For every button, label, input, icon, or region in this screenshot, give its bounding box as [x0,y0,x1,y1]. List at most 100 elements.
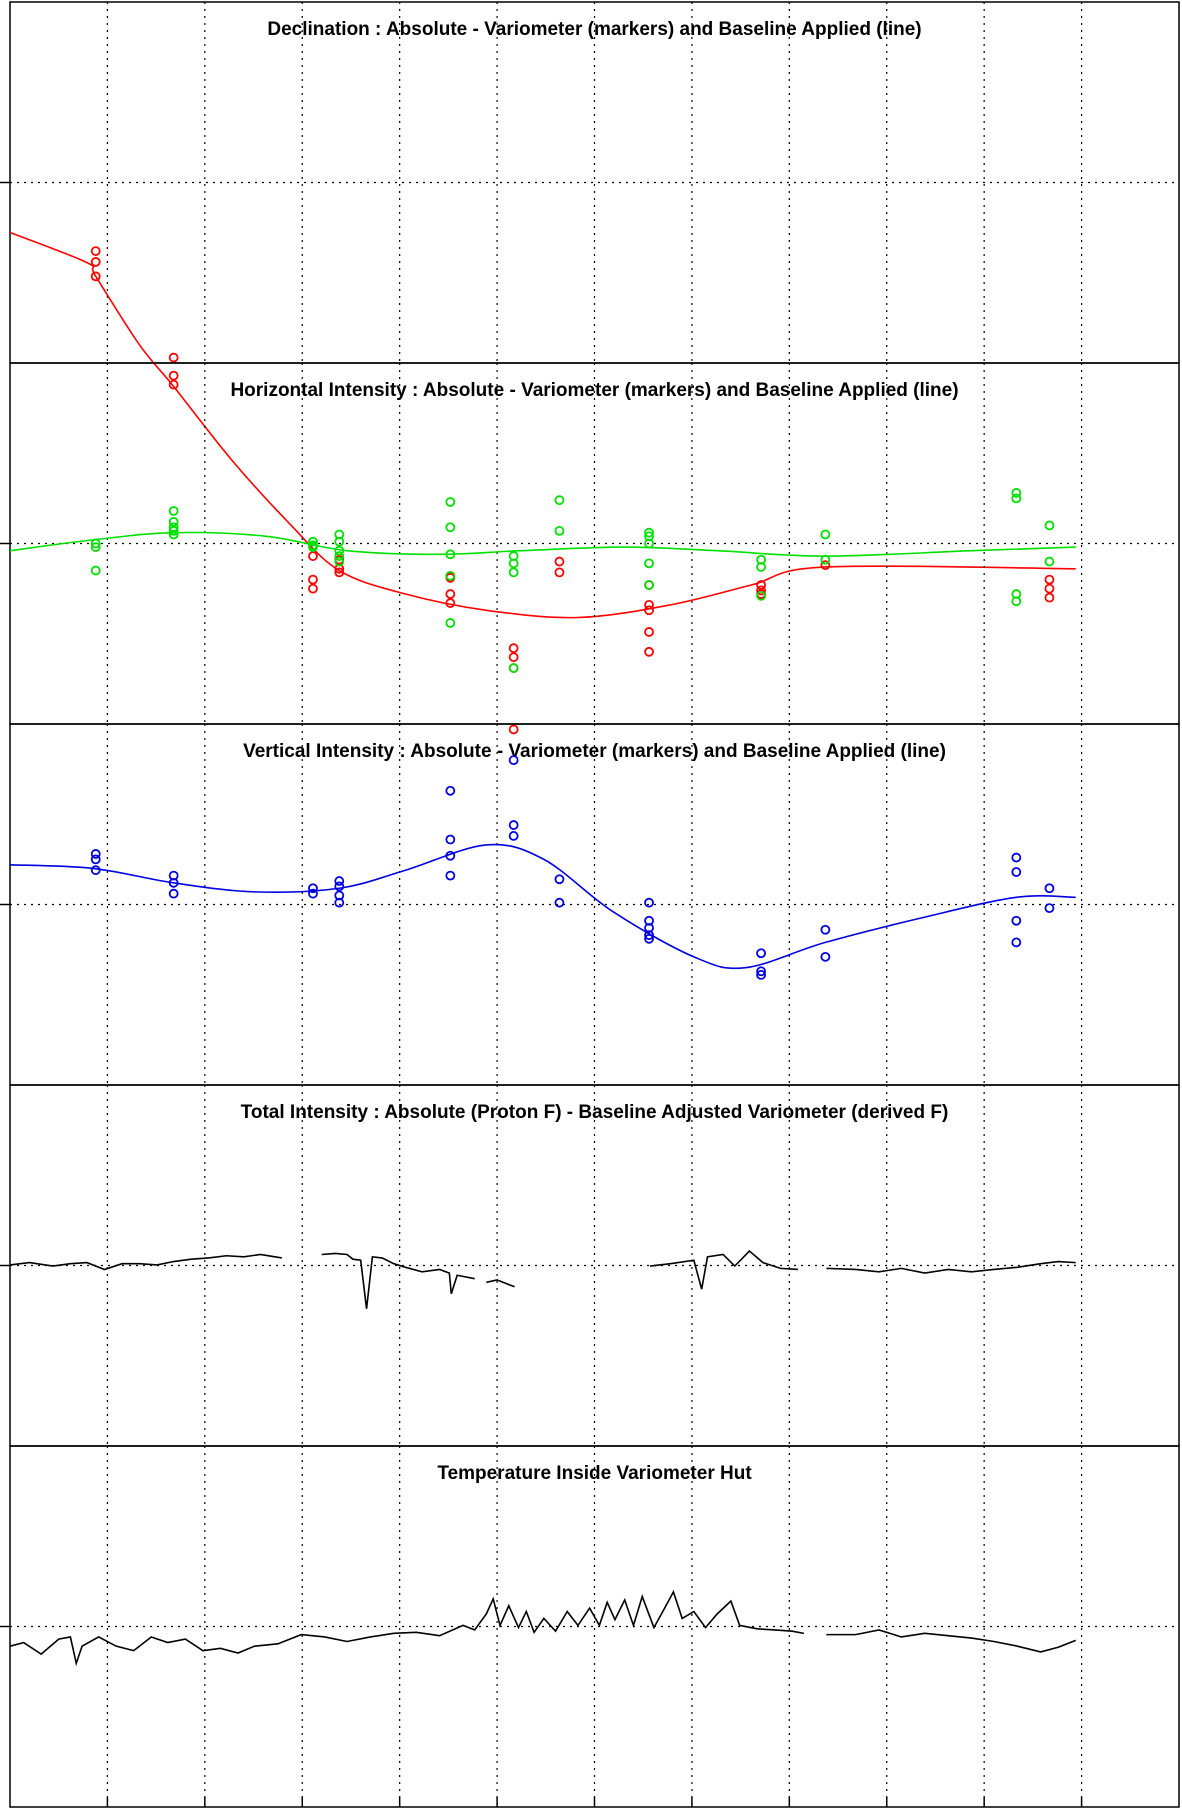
panel-title: Temperature Inside Variometer Hut [437,1463,752,1484]
marker [508,567,519,578]
marker [1011,493,1022,504]
marker [445,785,456,796]
series-line [9,843,1076,970]
marker [445,870,456,881]
marker [1044,883,1055,894]
series-line [826,1629,1077,1653]
marker [445,522,456,533]
marker [334,897,345,908]
series-line [9,231,1076,619]
marker [308,551,318,562]
marker [90,246,101,256]
marker [308,883,318,894]
marker [820,560,831,571]
marker [308,583,318,594]
marker [1044,520,1055,531]
marker [168,529,179,540]
marker [90,854,101,865]
marker [756,585,766,596]
marker [334,551,345,562]
marker [90,865,101,876]
marker [168,516,179,527]
marker [756,966,766,977]
marker [820,554,831,565]
marker [445,589,456,599]
marker [308,542,318,553]
marker [308,574,318,585]
marker [508,643,519,654]
marker [445,571,456,581]
marker [644,897,654,908]
series-line [9,531,1076,557]
marker [1011,596,1022,607]
marker [644,558,654,569]
marker [508,755,519,765]
marker [1011,915,1022,926]
marker [644,605,654,616]
marker [334,536,345,547]
panel-title: Declination : Absolute - Variometer (mar… [267,19,921,40]
marker [168,506,179,516]
marker [756,590,766,601]
marker [508,558,519,569]
marker [756,580,766,590]
marker [644,580,654,590]
marker [334,556,345,567]
series-line [9,1253,282,1271]
marker [445,618,456,628]
marker [1044,556,1055,567]
marker [508,652,519,663]
marker [1011,867,1022,877]
series-line [486,1279,515,1288]
series-line [826,1260,1076,1274]
marker [554,567,565,578]
panel-title: Total Intensity : Absolute (Proton F) - … [241,1102,949,1123]
marker [168,379,179,390]
marker [554,525,565,536]
marker [508,724,519,735]
marker [1011,488,1022,498]
marker [334,876,345,886]
marker [756,562,766,572]
marker [90,565,101,576]
marker [1044,583,1055,594]
series-line [321,1252,475,1309]
marker [508,820,519,830]
marker [308,888,318,899]
marker [168,525,179,536]
marker [90,849,101,859]
marker [644,627,654,637]
marker [644,527,654,538]
marker [820,924,831,935]
marker [1044,592,1055,603]
marker [554,495,565,506]
marker [168,888,179,899]
marker [554,897,565,908]
marker [820,951,831,962]
marker [644,646,654,657]
marker [1011,937,1022,948]
marker [90,257,101,267]
marker [508,831,519,841]
marker [445,834,456,845]
marker [554,874,565,885]
series-line [9,1589,805,1667]
marker [90,542,101,553]
marker [1044,903,1055,914]
marker [554,556,565,567]
marker [90,271,101,282]
marker [756,948,766,959]
marker [820,529,831,540]
marker [445,497,456,507]
marker [508,663,519,673]
marker [308,536,318,547]
marker [1044,574,1055,585]
panel-title: Horizontal Intensity : Absolute - Variom… [230,380,958,401]
marker [334,881,345,892]
marker [168,370,179,381]
marker [1011,852,1022,863]
series-line [649,1249,799,1290]
marker [756,969,766,980]
marker [168,352,179,363]
panel-title: Vertical Intensity : Absolute - Variomet… [243,741,946,762]
